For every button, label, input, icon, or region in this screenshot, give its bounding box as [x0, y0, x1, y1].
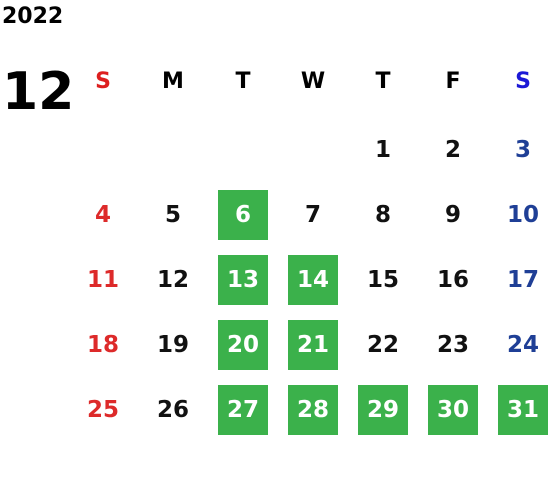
calendar-day[interactable]: 4 — [94, 202, 111, 228]
calendar-day-highlighted[interactable]: 20 — [218, 320, 268, 370]
weekday-monday: M — [162, 69, 184, 94]
calendar-day[interactable]: 15 — [366, 267, 399, 293]
calendar-day-highlighted[interactable]: 31 — [498, 385, 548, 435]
calendar-day[interactable]: 7 — [304, 202, 321, 228]
calendar-day[interactable]: 3 — [514, 137, 531, 163]
calendar-day[interactable]: 22 — [366, 332, 399, 358]
calendar-year: 2022 — [2, 4, 64, 29]
calendar-day[interactable]: 12 — [156, 267, 189, 293]
calendar-day-highlighted[interactable]: 21 — [288, 320, 338, 370]
calendar-day[interactable]: 18 — [86, 332, 119, 358]
calendar-day[interactable]: 24 — [506, 332, 539, 358]
calendar-day-highlighted[interactable]: 6 — [218, 190, 268, 240]
calendar-day-highlighted[interactable]: 14 — [288, 255, 338, 305]
calendar-day-highlighted[interactable]: 30 — [428, 385, 478, 435]
calendar-day-highlighted[interactable]: 29 — [358, 385, 408, 435]
calendar-day[interactable]: 23 — [436, 332, 469, 358]
weekday-wednesday: W — [300, 69, 326, 94]
calendar-day[interactable]: 19 — [156, 332, 189, 358]
calendar-day[interactable]: 8 — [374, 202, 391, 228]
calendar-day[interactable]: 11 — [86, 267, 119, 293]
weekday-saturday: S — [515, 69, 531, 94]
weekday-thursday: T — [375, 69, 391, 94]
weekday-header-row: S M T W T F S — [68, 64, 548, 100]
calendar-day[interactable]: 10 — [506, 202, 539, 228]
calendar-day[interactable]: 16 — [436, 267, 469, 293]
calendar-day[interactable]: 5 — [164, 202, 181, 228]
calendar-day[interactable]: 26 — [156, 397, 189, 423]
calendar-day[interactable]: 9 — [444, 202, 461, 228]
calendar-day-highlighted[interactable]: 27 — [218, 385, 268, 435]
weekday-tuesday: T — [235, 69, 251, 94]
calendar-day-highlighted[interactable]: 13 — [218, 255, 268, 305]
weekday-friday: F — [445, 69, 461, 94]
calendar-day[interactable]: 1 — [374, 137, 391, 163]
calendar-month: 12 — [2, 62, 75, 122]
calendar-day[interactable]: 17 — [506, 267, 539, 293]
calendar-day[interactable]: 2 — [444, 137, 461, 163]
calendar-day[interactable]: 25 — [86, 397, 119, 423]
calendar-day-grid: 1 2 3 4 5 6 7 8 9 10 11 12 13 14 15 16 17 18 19 20 21 22 23 24 2… — [68, 125, 548, 455]
weekday-sunday: S — [95, 69, 111, 94]
calendar-day-highlighted[interactable]: 28 — [288, 385, 338, 435]
